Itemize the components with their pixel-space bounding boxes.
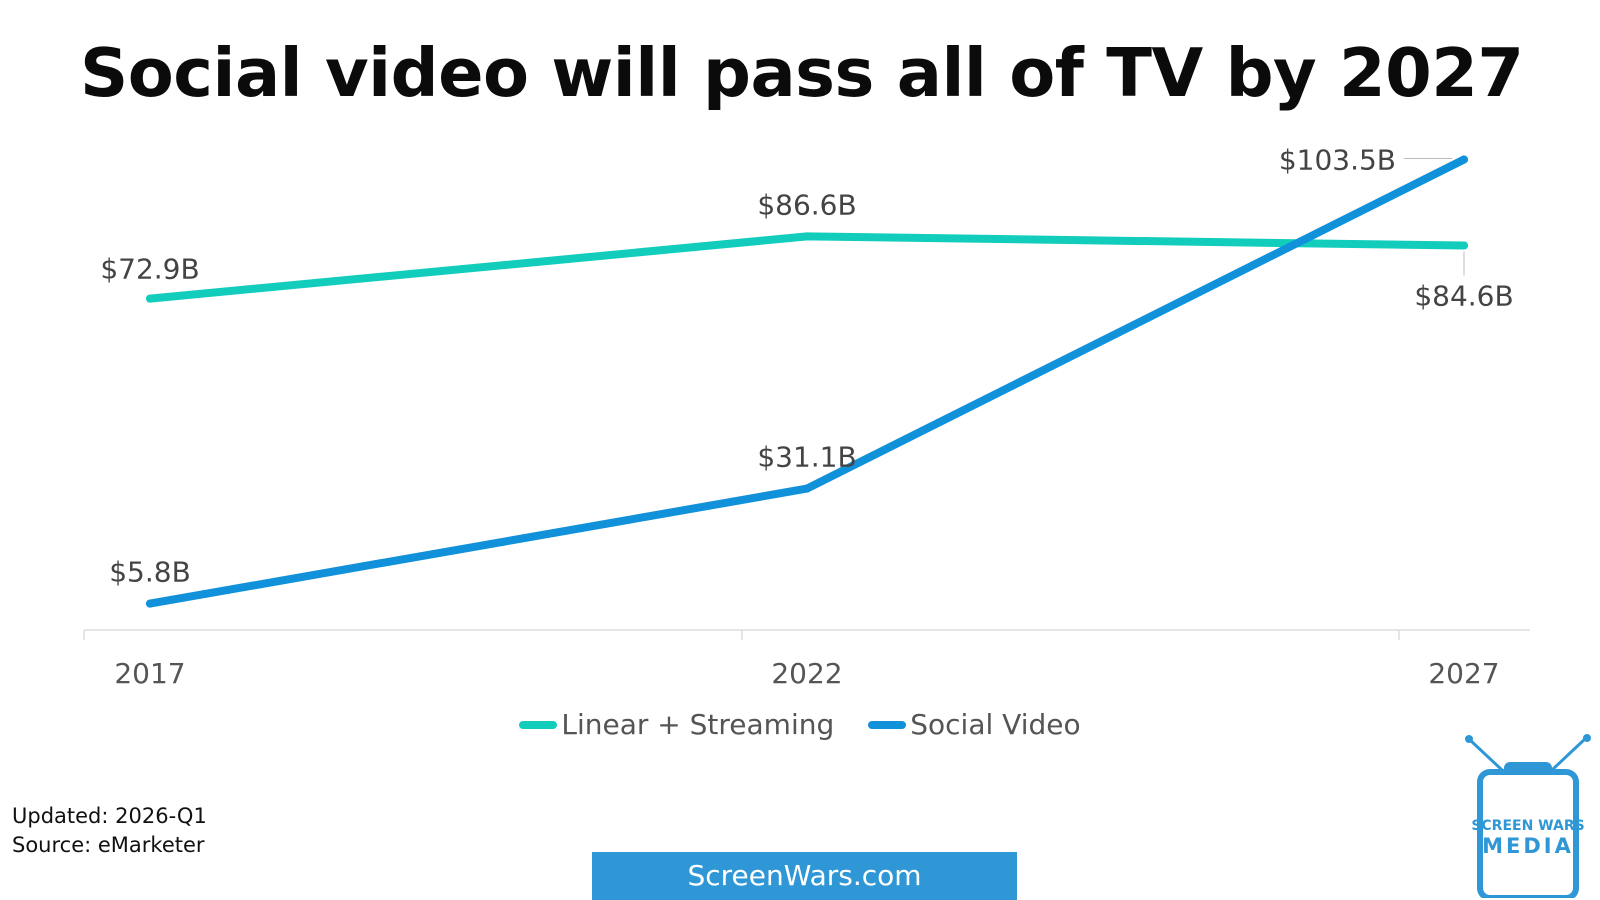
legend-swatch-social-video bbox=[868, 720, 907, 729]
series-line-social-video bbox=[146, 155, 1468, 608]
x-tick-label-2017: 2017 bbox=[114, 657, 185, 690]
data-point-1-1 bbox=[803, 484, 811, 493]
x-tick-label-2027: 2027 bbox=[1428, 657, 1499, 690]
legend-swatch-linear-streaming bbox=[519, 720, 558, 729]
footer-notes: Updated: 2026-Q1 Source: eMarketer bbox=[12, 802, 207, 860]
data-label-1-1: $31.1B bbox=[757, 441, 856, 474]
data-point-0-2 bbox=[1460, 241, 1468, 250]
source-note: Source: eMarketer bbox=[12, 833, 205, 857]
data-label-0-2: $84.6B bbox=[1414, 279, 1513, 312]
data-label-1-0: $5.8B bbox=[109, 556, 191, 589]
chart-title: Social video will pass all of TV by 2027 bbox=[80, 34, 1524, 112]
series-line-linear-streaming bbox=[146, 232, 1468, 303]
data-label-0-1: $86.6B bbox=[757, 188, 856, 221]
data-point-0-0 bbox=[146, 294, 154, 303]
logo-text-media: MEDIA bbox=[1482, 834, 1574, 858]
line-chart: 2017 2022 2027 $72.9B $86.6B $84.6B $5.8B $31.1… bbox=[83, 144, 1530, 690]
data-point-0-1 bbox=[803, 232, 811, 241]
legend-label-linear-streaming: Linear + Streaming bbox=[561, 708, 835, 741]
legend-label-social-video: Social Video bbox=[910, 708, 1081, 741]
x-tick-label-2022: 2022 bbox=[771, 657, 842, 690]
data-point-1-0 bbox=[146, 599, 154, 608]
data-point-1-2 bbox=[1460, 155, 1468, 164]
legend: Linear + Streaming Social Video bbox=[0, 708, 1600, 741]
legend-item-linear-streaming: Linear + Streaming bbox=[519, 708, 834, 741]
data-label-1-2: $103.5B bbox=[1279, 144, 1396, 177]
updated-note: Updated: 2026-Q1 bbox=[12, 804, 207, 828]
site-link-banner[interactable]: ScreenWars.com bbox=[592, 852, 1017, 900]
legend-item-social-video: Social Video bbox=[868, 708, 1081, 741]
logo-text-screen-wars: SCREEN WARS bbox=[1471, 818, 1585, 834]
data-label-0-0: $72.9B bbox=[100, 253, 199, 286]
screen-wars-logo: SCREEN WARS MEDIA bbox=[1462, 734, 1594, 898]
tv-icon bbox=[1465, 734, 1591, 898]
